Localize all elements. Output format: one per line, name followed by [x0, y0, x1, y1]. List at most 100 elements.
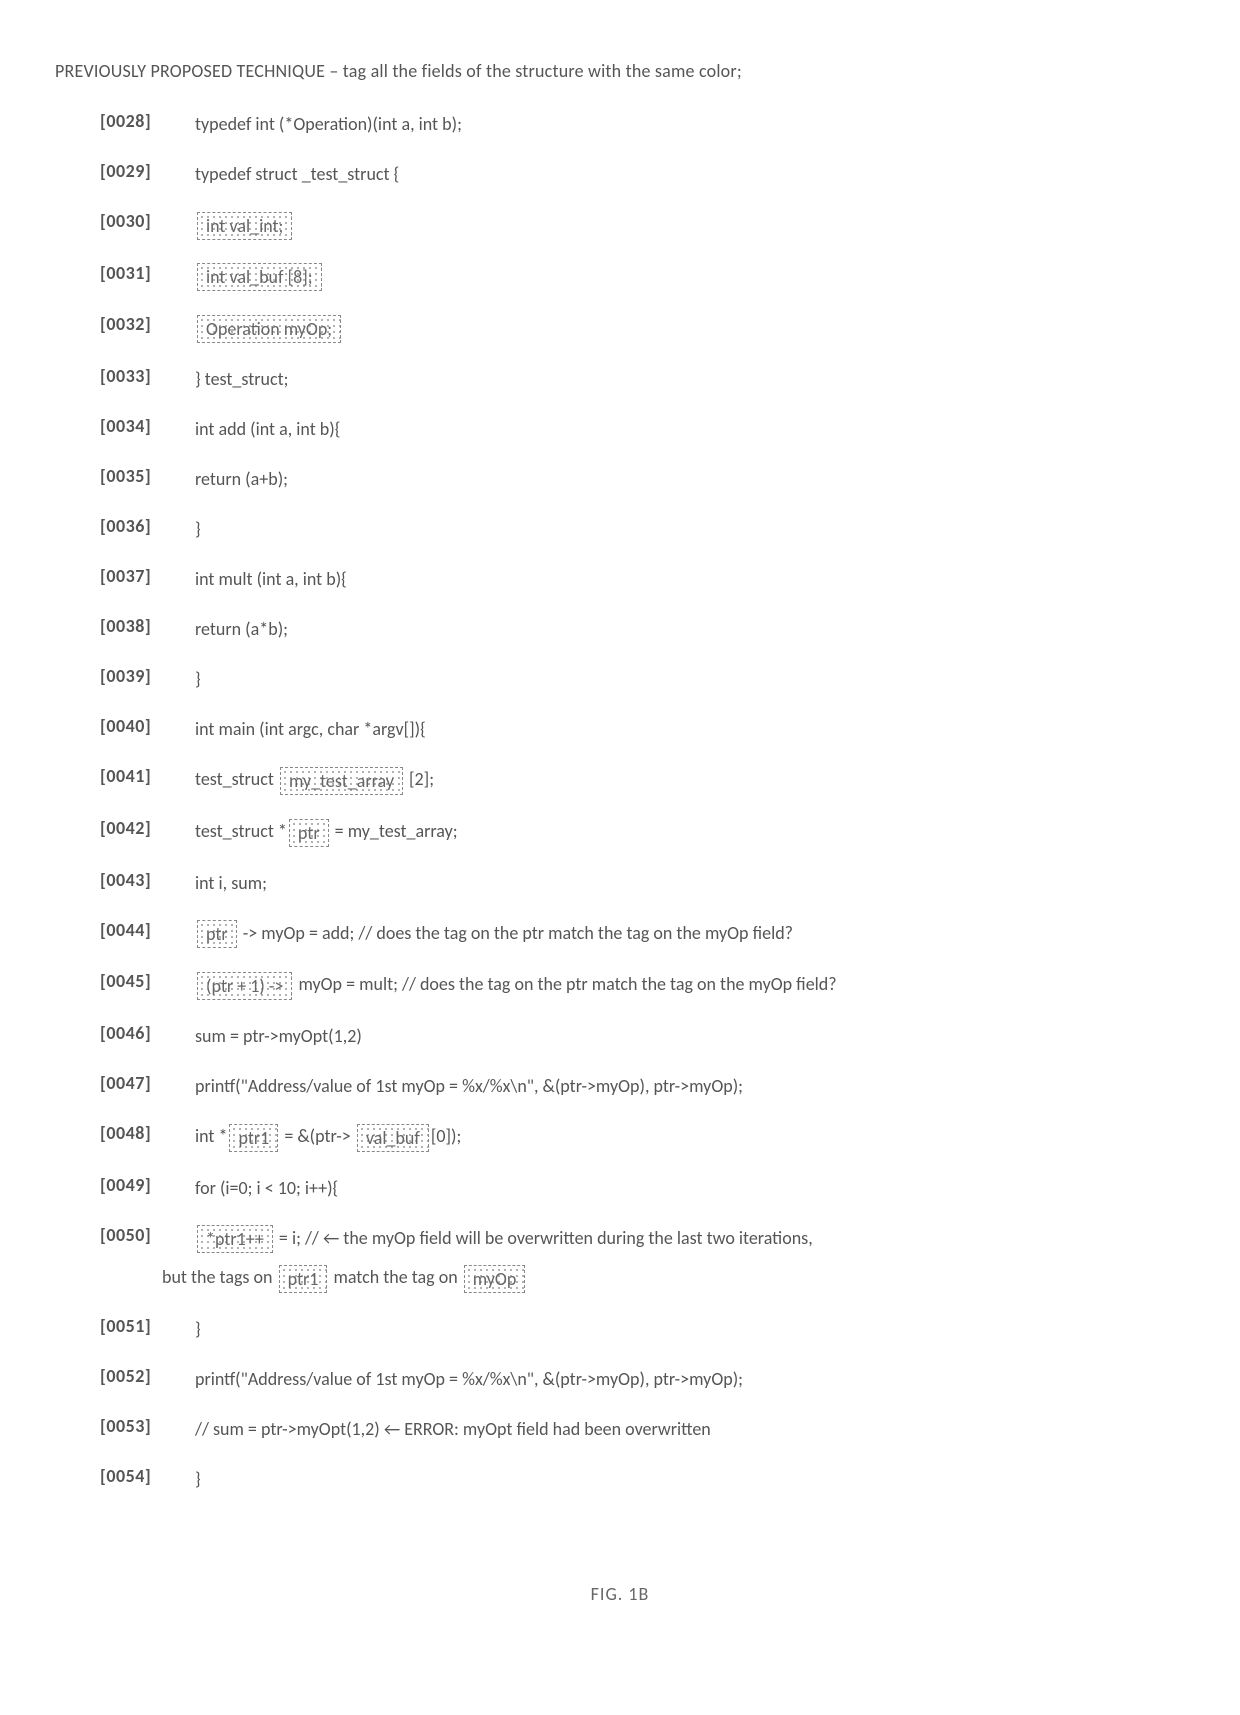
code-line: [0048]int *ptr1 = &(ptr-> val_buf[0]); [100, 1122, 1185, 1152]
code-text: int * [195, 1125, 227, 1147]
code-text: return (a*b); [195, 618, 288, 640]
line-code: } [195, 1315, 1185, 1343]
code-text: test_struct [195, 768, 278, 790]
code-line: [0042]test_struct *ptr = my_test_array; [100, 817, 1185, 847]
code-line: [0050]*ptr1++ = i; // ← the myOp field w… [100, 1224, 1185, 1254]
line-number: [0042] [100, 817, 195, 839]
code-line: [0029]typedef struct _test_struct { [100, 160, 1185, 188]
tagged-token: *ptr1++ [197, 1225, 273, 1253]
code-line: [0041]test_struct my_test_array [2]; [100, 765, 1185, 795]
line-code: test_struct my_test_array [2]; [195, 765, 1185, 795]
line-code: int add (int a, int b){ [195, 415, 1185, 443]
code-text: } [195, 1318, 201, 1340]
code-line: [0032]Operation myOp; [100, 313, 1185, 343]
tagged-token: ptr [289, 819, 329, 847]
code-text: int mult (int a, int b){ [195, 568, 347, 590]
tagged-token: int val_buf [8]; [197, 263, 322, 291]
line-number: [0031] [100, 262, 195, 284]
continuation-line: but the tags on ptr1 match the tag on my… [162, 1263, 1185, 1293]
line-number: [0040] [100, 715, 195, 737]
code-text: but the tags on [162, 1266, 277, 1288]
code-text: match the tag on [329, 1266, 461, 1288]
line-number: [0053] [100, 1415, 195, 1437]
line-code: return (a*b); [195, 615, 1185, 643]
line-code: typedef int (*Operation)(int a, int b); [195, 110, 1185, 138]
line-number: [0048] [100, 1122, 195, 1144]
line-code: printf("Address/value of 1st myOp = %x/%… [195, 1365, 1185, 1393]
line-number: [0052] [100, 1365, 195, 1387]
code-line: [0046]sum = ptr->myOpt(1,2) [100, 1022, 1185, 1050]
line-number: [0034] [100, 415, 195, 437]
tagged-token: Operation myOp; [197, 315, 341, 343]
line-code: int main (int argc, char *argv[]){ [195, 715, 1185, 743]
code-text: // sum = ptr->myOpt(1,2) ← ERROR: myOpt … [195, 1418, 711, 1440]
code-line: [0043]int i, sum; [100, 869, 1185, 897]
line-number: [0032] [100, 313, 195, 335]
line-code: printf("Address/value of 1st myOp = %x/%… [195, 1072, 1185, 1100]
code-text: -> myOp = add; // does the tag on the pt… [239, 922, 793, 944]
line-code: int val_buf [8]; [195, 262, 1185, 292]
tagged-token: myOp [464, 1265, 526, 1293]
code-line: [0054]} [100, 1465, 1185, 1493]
line-number: [0049] [100, 1174, 195, 1196]
line-code: // sum = ptr->myOpt(1,2) ← ERROR: myOpt … [195, 1415, 1185, 1443]
code-line: [0030]int val_int; [100, 210, 1185, 240]
line-number: [0044] [100, 919, 195, 941]
code-line: [0033]} test_struct; [100, 365, 1185, 393]
tagged-token: (ptr + 1) -> [197, 972, 292, 1000]
line-code: return (a+b); [195, 465, 1185, 493]
line-code: int i, sum; [195, 869, 1185, 897]
code-text: test_struct * [195, 820, 287, 842]
code-text: } [195, 518, 201, 540]
line-number: [0051] [100, 1315, 195, 1337]
line-code: *ptr1++ = i; // ← the myOp field will be… [195, 1224, 1185, 1254]
section-title: PREVIOUSLY PROPOSED TECHNIQUE – tag all … [55, 60, 1185, 82]
line-code: } [195, 515, 1185, 543]
code-line: [0039]} [100, 665, 1185, 693]
line-number: [0028] [100, 110, 195, 132]
code-line: [0049]for (i=0; i < 10; i++){ [100, 1174, 1185, 1202]
code-text: return (a+b); [195, 468, 288, 490]
line-code: int *ptr1 = &(ptr-> val_buf[0]); [195, 1122, 1185, 1152]
code-line: [0045](ptr + 1) -> myOp = mult; // does … [100, 970, 1185, 1000]
line-number: [0030] [100, 210, 195, 232]
code-line: [0051]} [100, 1315, 1185, 1343]
code-line: [0028]typedef int (*Operation)(int a, in… [100, 110, 1185, 138]
line-code: (ptr + 1) -> myOp = mult; // does the ta… [195, 970, 1185, 1000]
line-number: [0037] [100, 565, 195, 587]
code-line: [0044]ptr -> myOp = add; // does the tag… [100, 919, 1185, 949]
line-number: [0041] [100, 765, 195, 787]
code-line: [0047]printf("Address/value of 1st myOp … [100, 1072, 1185, 1100]
code-line: [0037]int mult (int a, int b){ [100, 565, 1185, 593]
code-line: [0034]int add (int a, int b){ [100, 415, 1185, 443]
line-code: for (i=0; i < 10; i++){ [195, 1174, 1185, 1202]
line-number: [0033] [100, 365, 195, 387]
code-line: [0052]printf("Address/value of 1st myOp … [100, 1365, 1185, 1393]
line-number: [0050] [100, 1224, 195, 1246]
code-text: int i, sum; [195, 872, 267, 894]
tagged-token: my_test_array [280, 767, 403, 795]
code-line: [0035]return (a+b); [100, 465, 1185, 493]
code-line: [0053]// sum = ptr->myOpt(1,2) ← ERROR: … [100, 1415, 1185, 1443]
line-number: [0054] [100, 1465, 195, 1487]
line-number: [0039] [100, 665, 195, 687]
line-code: } [195, 1465, 1185, 1493]
code-listing: [0028]typedef int (*Operation)(int a, in… [100, 110, 1185, 1493]
line-code: } [195, 665, 1185, 693]
line-code: int val_int; [195, 210, 1185, 240]
line-number: [0043] [100, 869, 195, 891]
line-number: [0046] [100, 1022, 195, 1044]
line-code: sum = ptr->myOpt(1,2) [195, 1022, 1185, 1050]
figure-label: FIG. 1B [55, 1583, 1185, 1605]
code-text: sum = ptr->myOpt(1,2) [195, 1025, 362, 1047]
line-number: [0029] [100, 160, 195, 182]
line-code: ptr -> myOp = add; // does the tag on th… [195, 919, 1185, 949]
line-code: int mult (int a, int b){ [195, 565, 1185, 593]
line-code: Operation myOp; [195, 313, 1185, 343]
tagged-token: ptr1 [229, 1124, 278, 1152]
code-text: int add (int a, int b){ [195, 418, 340, 440]
tagged-token: int val_int; [197, 212, 292, 240]
code-text: } [195, 1468, 201, 1490]
line-code: test_struct *ptr = my_test_array; [195, 817, 1185, 847]
code-text: typedef int (*Operation)(int a, int b); [195, 113, 462, 135]
